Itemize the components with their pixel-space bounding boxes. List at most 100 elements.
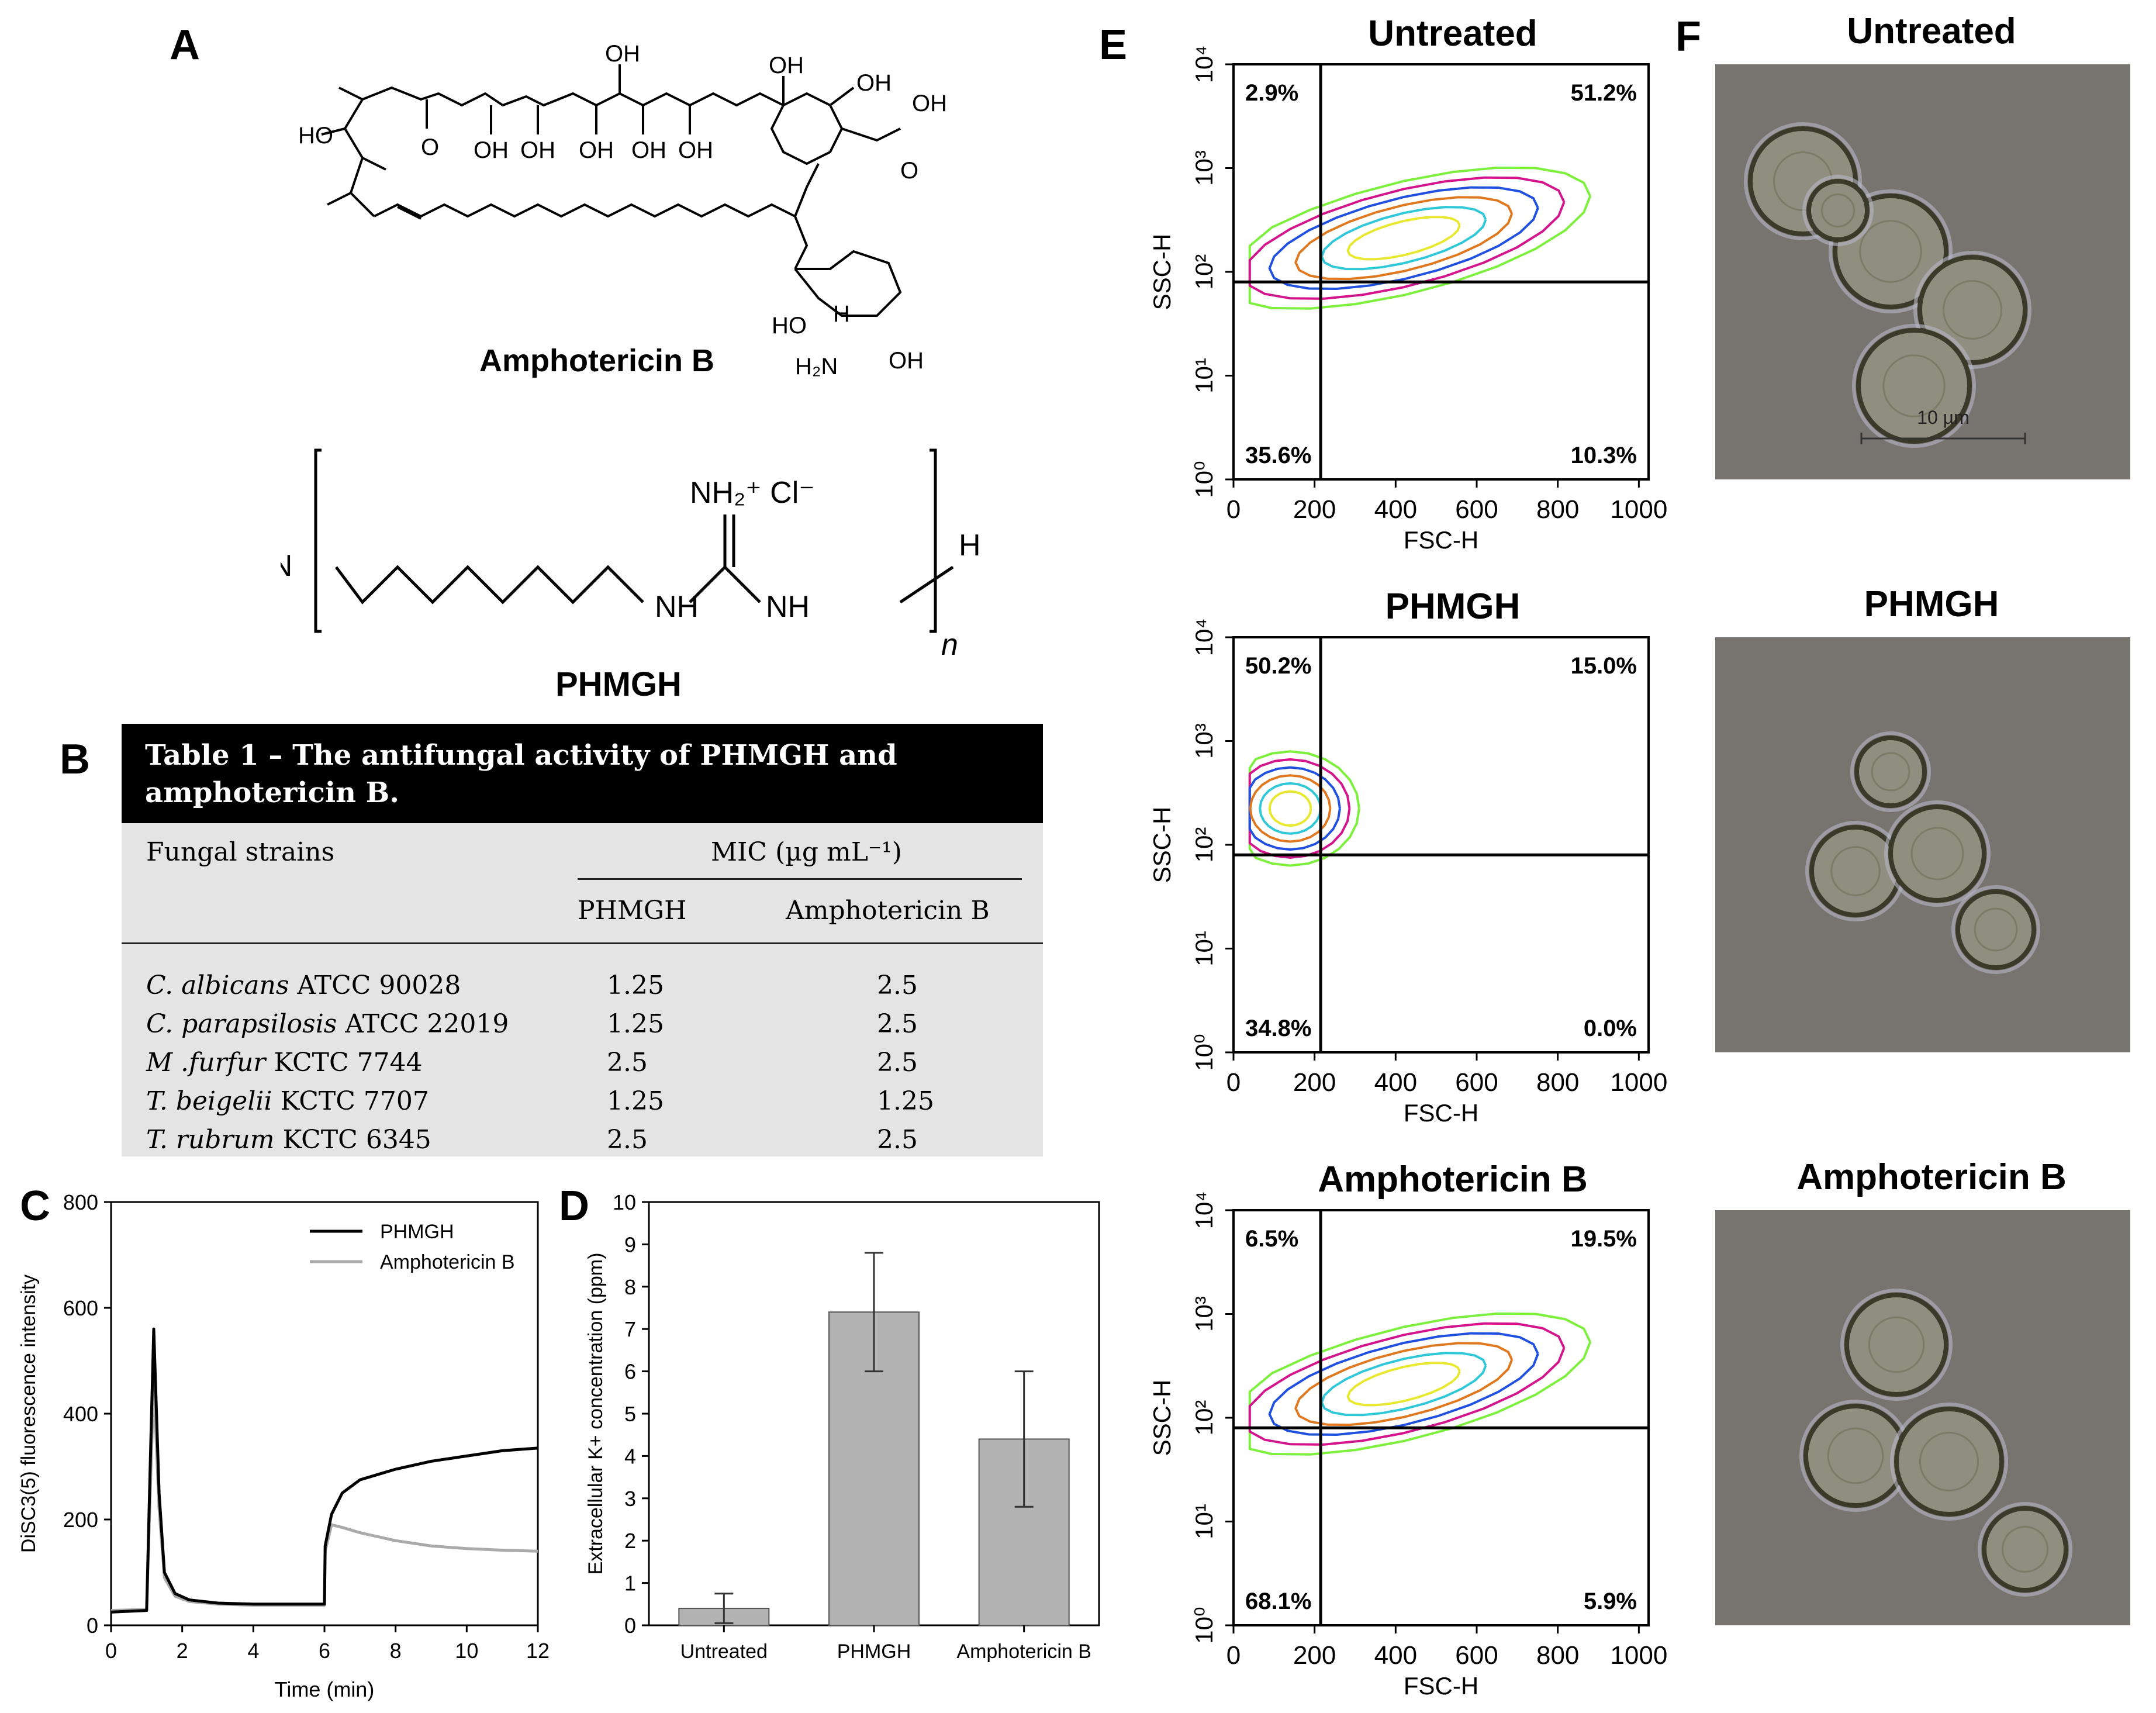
repeat-n: n	[941, 628, 958, 662]
amphotericin-mic-cell: 2.5	[877, 971, 918, 1000]
y-tick-label: 4	[624, 1444, 636, 1468]
micrograph-image	[1715, 1210, 2130, 1625]
y-tick-label: 10²	[1190, 827, 1218, 863]
yeast-cell	[1856, 328, 1972, 444]
micrograph-title: Amphotericin B	[1796, 1157, 2067, 1197]
atom-nh: NH	[655, 590, 699, 624]
quadrant-lower-right: 10.3%	[1571, 443, 1637, 468]
micrograph-image	[1715, 637, 2130, 1052]
x-tick-label: 1000	[1610, 495, 1667, 524]
table-row: M .furfur KCTC 7744 2.5 2.5	[122, 1048, 1043, 1083]
strain-id: ATCC 90028	[289, 971, 461, 1000]
amphotericin-mic-cell: 2.5	[877, 1125, 918, 1155]
legend-label: Amphotericin B	[380, 1251, 515, 1273]
table-row: T. beigelii KCTC 7707 1.25 1.25	[122, 1086, 1043, 1121]
phmgh-mic-cell: 2.5	[607, 1048, 648, 1077]
x-tick-label: 600	[1455, 495, 1498, 524]
legend-label: PHMGH	[380, 1221, 454, 1243]
header-mic: MIC (µg mL⁻¹)	[711, 837, 902, 867]
strain-cell: M .furfur KCTC 7744	[146, 1048, 423, 1077]
atom-nh: NH	[766, 590, 810, 624]
panel-label-f: F	[1675, 13, 1701, 60]
atom-oh: OH	[520, 137, 555, 163]
atom-h: H	[833, 301, 850, 327]
y-tick-label: 10¹	[1190, 931, 1218, 966]
strain-id: KCTC 7744	[265, 1048, 423, 1077]
y-tick-label: 10⁰	[1190, 461, 1218, 498]
y-tick-label: 10¹	[1190, 1504, 1218, 1539]
density-contour	[1248, 176, 1566, 300]
quadrant-lower-left: 34.8%	[1245, 1016, 1311, 1041]
amphotericin-mic-cell: 2.5	[877, 1048, 918, 1077]
y-tick-label: 10¹	[1190, 358, 1218, 393]
species-name: T. beigelii	[146, 1086, 272, 1116]
density-contour	[1346, 216, 1461, 261]
strain-cell: T. beigelii KCTC 7707	[146, 1086, 429, 1116]
panel-label-c: C	[20, 1183, 50, 1230]
density-contour	[1346, 1362, 1461, 1407]
x-tick-label: 4	[247, 1639, 259, 1663]
species-name: C. albicans	[146, 971, 289, 1000]
x-tick-label: Untreated	[680, 1641, 768, 1663]
yeast-cell-halo	[1829, 189, 1953, 313]
yeast-cell	[1888, 804, 1986, 903]
header-fungal-strains: Fungal strains	[146, 837, 335, 867]
y-tick-label: 2	[624, 1529, 636, 1553]
x-tick-label: 2	[177, 1639, 188, 1663]
yeast-cell-inner	[1943, 280, 2002, 340]
yeast-cell-inner	[1919, 1432, 1979, 1491]
phmgh-mic-cell: 2.5	[607, 1125, 648, 1155]
x-tick-label: 200	[1293, 495, 1336, 524]
species-name: C. parapsilosis	[146, 1009, 337, 1039]
density-contour	[1268, 790, 1312, 827]
strain-cell: C. albicans ATCC 90028	[146, 971, 461, 1000]
atom-oh: OH	[678, 137, 713, 163]
header-amphotericin: Amphotericin B	[786, 896, 990, 925]
y-tick-label: 10⁴	[1190, 619, 1218, 657]
table-row: T. rubrum KCTC 6345 2.5 2.5	[122, 1125, 1043, 1160]
strain-cell: T. rubrum KCTC 6345	[146, 1125, 431, 1155]
y-tick-label: 7	[624, 1317, 636, 1341]
micrograph-cells	[1805, 731, 2040, 974]
yeast-cell-halo	[1840, 1289, 1953, 1401]
atom-o: O	[421, 134, 439, 160]
y-tick-label: 800	[63, 1190, 98, 1214]
yeast-cell-inner	[1821, 194, 1855, 227]
micrograph-panel-f: Untreated 10 µm PHMGH Amphotericin B	[1707, 0, 2156, 1713]
quadrant-upper-right: 19.5%	[1571, 1226, 1637, 1252]
plot-frame	[1232, 1209, 1650, 1626]
yeast-cell-halo	[1850, 731, 1931, 812]
atom-h2n: H₂N	[281, 549, 292, 583]
x-axis-label: FSC-H	[1404, 526, 1478, 554]
compound-name-amphotericin: Amphotericin B	[479, 343, 714, 378]
x-tick-label: 0	[105, 1639, 117, 1663]
yeast-cell-inner	[2002, 1526, 2048, 1573]
y-axis-label: SSC-H	[1148, 807, 1176, 883]
atom-oh: OH	[605, 41, 640, 67]
flow-plot: Amphotericin B 6.5% 19.5% 68.1% 5.9% 0 200 400 6…	[1148, 1159, 1667, 1700]
density-contour	[1249, 774, 1332, 843]
x-tick-label: 0	[1226, 1068, 1241, 1097]
phmgh-mic-cell: 1.25	[607, 1086, 664, 1116]
mic-table: Table 1 – The antifungal activity of PHM…	[122, 724, 1043, 1156]
flow-plot-title: Untreated	[1368, 13, 1537, 54]
x-tick-label: 400	[1374, 495, 1417, 524]
y-tick-label: 5	[624, 1402, 636, 1426]
header-rule	[578, 878, 1022, 880]
species-name: M .furfur	[146, 1048, 266, 1077]
yeast-cell	[1955, 889, 2036, 970]
quadrant-lower-left: 35.6%	[1245, 443, 1311, 468]
y-tick-label: 600	[63, 1296, 98, 1320]
yeast-cell-halo	[1744, 122, 1862, 240]
chart-panel-c: 0 2 4 6 8 10 12 0 200 400 600 800 Time (min) DiSC3(5)…	[18, 1190, 550, 1701]
density-contour	[1268, 186, 1539, 290]
y-tick-label: 10²	[1190, 254, 1218, 290]
header-phmgh: PHMGH	[578, 896, 687, 925]
quadrant-lower-right: 0.0%	[1584, 1016, 1637, 1041]
y-tick-label: 0	[87, 1614, 98, 1638]
atom-nh2-cl: NH₂⁺ Cl⁻	[690, 476, 815, 510]
phmgh-mic-cell: 1.25	[607, 971, 664, 1000]
x-axis-label: FSC-H	[1404, 1099, 1478, 1127]
quadrant-upper-right: 15.0%	[1571, 653, 1637, 679]
y-tick-label: 0	[624, 1614, 636, 1638]
